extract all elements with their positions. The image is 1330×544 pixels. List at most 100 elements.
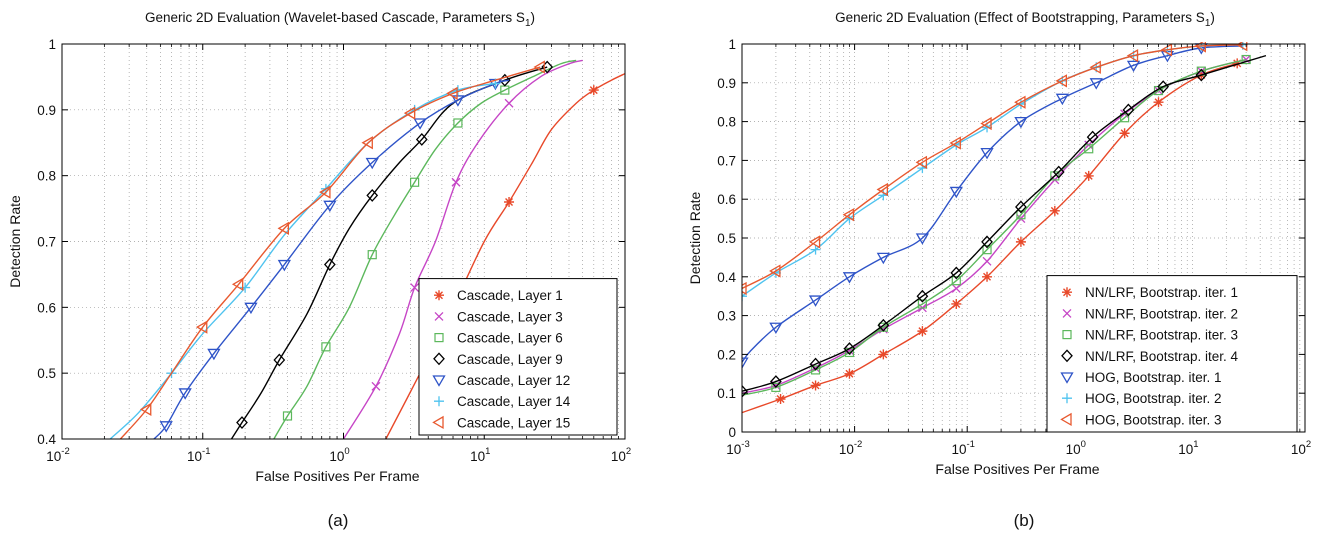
series-4-marker (950, 266, 963, 280)
series-4-marker (1015, 200, 1027, 214)
grid (742, 44, 1305, 432)
series-5-marker (178, 388, 192, 400)
series-1-marker (775, 394, 786, 405)
series-5-marker (949, 186, 963, 199)
series-5-marker (413, 118, 427, 130)
x-tick-exponent: -1 (966, 439, 974, 450)
legend-marker (1062, 308, 1072, 318)
legend-marker (433, 352, 445, 366)
series-7-marker (915, 155, 928, 169)
series-7-marker (195, 320, 208, 334)
legend-marker (1062, 287, 1072, 298)
x-tick-exponent: -1 (202, 446, 210, 457)
y-tick-label: 0.3 (717, 309, 736, 324)
y-tick-label: 0.6 (717, 192, 736, 207)
series-line-7 (119, 66, 541, 439)
series-line-7 (742, 44, 1243, 290)
series-7-marker (1126, 49, 1139, 63)
x-tick-base: 10 (611, 449, 626, 464)
series-4-marker (236, 416, 248, 430)
x-tick-base: 10 (726, 442, 741, 457)
x-tick-base: 10 (1066, 442, 1081, 457)
x-tick-exponent: 2 (1306, 439, 1311, 450)
series-1-marker (951, 298, 962, 309)
series-1-marker (1153, 97, 1164, 108)
series-5-marker (915, 233, 930, 245)
series-3-marker (321, 342, 331, 352)
series-7-marker (277, 221, 290, 235)
y-tick-label: 0.4 (37, 432, 56, 447)
chart-title-subscript: 1 (525, 18, 531, 29)
y-tick-label: 0.5 (37, 366, 56, 381)
series-4-marker (877, 318, 890, 332)
y-tick-label: 0.1 (717, 386, 736, 401)
series-7-marker (319, 185, 331, 199)
series-4-marker (770, 375, 782, 389)
legend-item: HOG, Bootstrap. iter. 3 (1060, 412, 1222, 427)
series-7-marker (980, 116, 992, 131)
series-1-marker (810, 380, 821, 391)
x-tick-label: 100 (329, 446, 349, 464)
x-tick-exponent: 0 (344, 446, 349, 457)
series-6-marker (810, 244, 821, 255)
x-tick-exponent: 2 (626, 446, 631, 457)
series-5-marker (451, 95, 465, 107)
series-3-marker (771, 382, 781, 392)
series-5-marker (207, 348, 221, 361)
series-line-3 (742, 58, 1247, 396)
series-2-marker (410, 283, 420, 293)
series-line-5 (742, 45, 1243, 363)
series-7-marker (842, 208, 855, 222)
series-5-marker (808, 295, 823, 307)
series-4-marker (1122, 103, 1135, 117)
legend-label: HOG, Bootstrap. iter. 2 (1085, 391, 1222, 406)
series-7-marker (533, 60, 545, 74)
y-tick-label: 0.7 (717, 153, 736, 168)
x-tick-label: 10-1 (951, 439, 974, 457)
y-tick-label: 0.6 (37, 300, 56, 315)
legend-item: NN/LRF, Bootstrap. iter. 1 (1062, 285, 1238, 300)
series-7-marker (139, 402, 152, 417)
legend-label: Cascade, Layer 6 (457, 331, 563, 346)
x-tick-label: 10-3 (726, 439, 749, 457)
series-4-marker (1052, 165, 1065, 179)
series-4-marker (1195, 68, 1208, 82)
series-7-marker (742, 281, 747, 296)
x-tick-exponent: -2 (854, 439, 862, 450)
series-4-marker (273, 353, 286, 367)
series-1-marker (1119, 128, 1130, 139)
series-5-marker (842, 272, 857, 284)
series-7-marker (1089, 60, 1101, 74)
series-7-marker (1160, 43, 1173, 57)
chart-title: Generic 2D Evaluation (Effect of Bootstr… (835, 10, 1215, 29)
x-tick-label: 10-2 (46, 446, 69, 464)
series-4-marker (415, 132, 428, 146)
series-3-marker (1050, 171, 1060, 181)
legend-item: Cascade, Layer 12 (432, 373, 570, 388)
legend-label: Cascade, Layer 14 (457, 394, 571, 409)
chart-panel-a: 10-2 10-1 100 101 1020.40.50.60.70.80.91Gene… (7, 10, 631, 530)
series-5-marker (980, 147, 994, 160)
y-axis-label: Detection Rate (7, 195, 23, 288)
series-5-marker (323, 200, 337, 213)
series-5-marker (769, 322, 783, 335)
y-axis-label: Detection Rate (687, 191, 703, 284)
legend-label: NN/LRF, Bootstrap. iter. 2 (1085, 306, 1238, 321)
series-3-marker (1084, 144, 1094, 154)
series-1-marker (1232, 58, 1243, 69)
series-7-marker (1194, 42, 1206, 53)
x-tick-base: 10 (951, 442, 966, 457)
series-1-marker (844, 368, 855, 379)
legend-item: Cascade, Layer 15 (432, 415, 570, 430)
legend-item: Cascade, Layer 9 (433, 352, 563, 367)
series-2-marker (504, 98, 514, 108)
series-7-marker (876, 182, 888, 197)
series-4-marker (323, 258, 336, 272)
series-7-marker (231, 277, 244, 291)
x-tick-label: 101 (1178, 439, 1198, 457)
series-line-4 (742, 54, 1267, 392)
x-tick-base: 10 (329, 449, 344, 464)
legend-item: HOG, Bootstrap. iter. 1 (1060, 370, 1222, 385)
x-tick-base: 10 (46, 449, 61, 464)
y-tick-label: 0.5 (717, 231, 736, 246)
